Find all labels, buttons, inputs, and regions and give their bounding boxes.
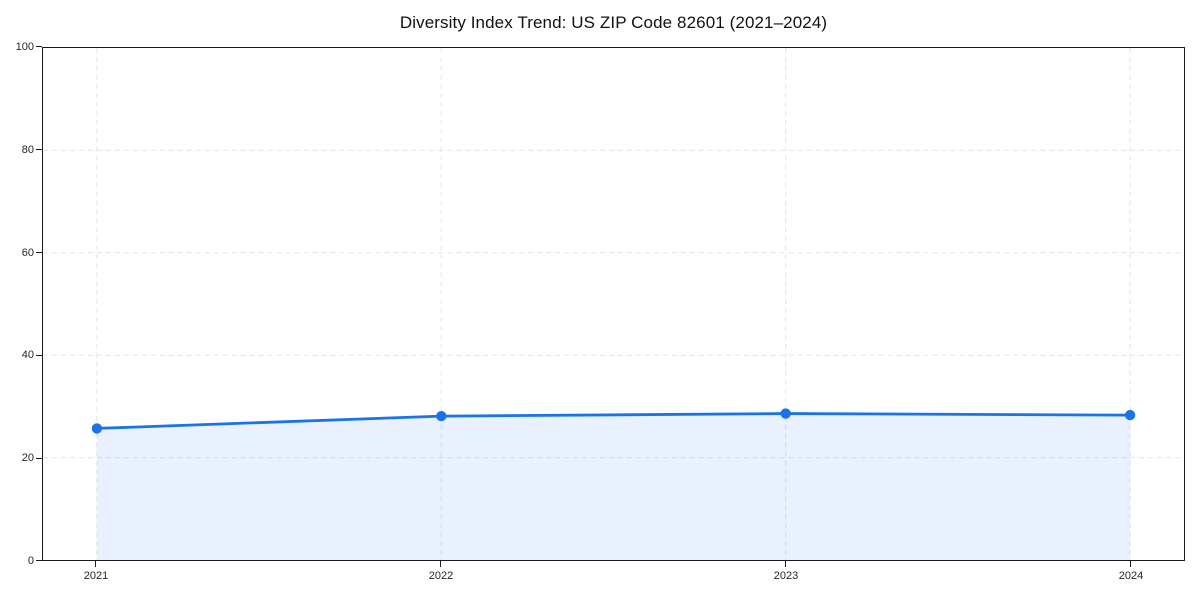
- x-tick-label: 2024: [1118, 570, 1144, 582]
- y-tick-mark: [36, 560, 42, 562]
- x-tick-mark: [95, 561, 97, 567]
- plot-area: [42, 47, 1185, 561]
- x-tick-label: 2021: [83, 570, 109, 582]
- y-tick-mark: [36, 458, 42, 460]
- y-tick-mark: [36, 149, 42, 151]
- x-tick-label: 2023: [773, 570, 799, 582]
- y-tick-label: 20: [21, 452, 34, 464]
- x-tick-mark: [1130, 561, 1132, 567]
- y-tick-mark: [36, 46, 42, 48]
- chart-title: Diversity Index Trend: US ZIP Code 82601…: [399, 13, 828, 32]
- y-tick-label: 80: [21, 144, 34, 156]
- x-tick-mark: [440, 561, 442, 567]
- x-tick-label: 2022: [428, 570, 454, 582]
- line-chart-svg: [43, 48, 1184, 560]
- y-tick-label: 60: [21, 247, 34, 259]
- y-tick-mark: [36, 252, 42, 254]
- y-tick-label: 0: [27, 555, 34, 567]
- y-tick-label: 100: [15, 41, 34, 53]
- x-tick-mark: [785, 561, 787, 567]
- y-tick-label: 40: [21, 349, 34, 361]
- y-tick-mark: [36, 355, 42, 357]
